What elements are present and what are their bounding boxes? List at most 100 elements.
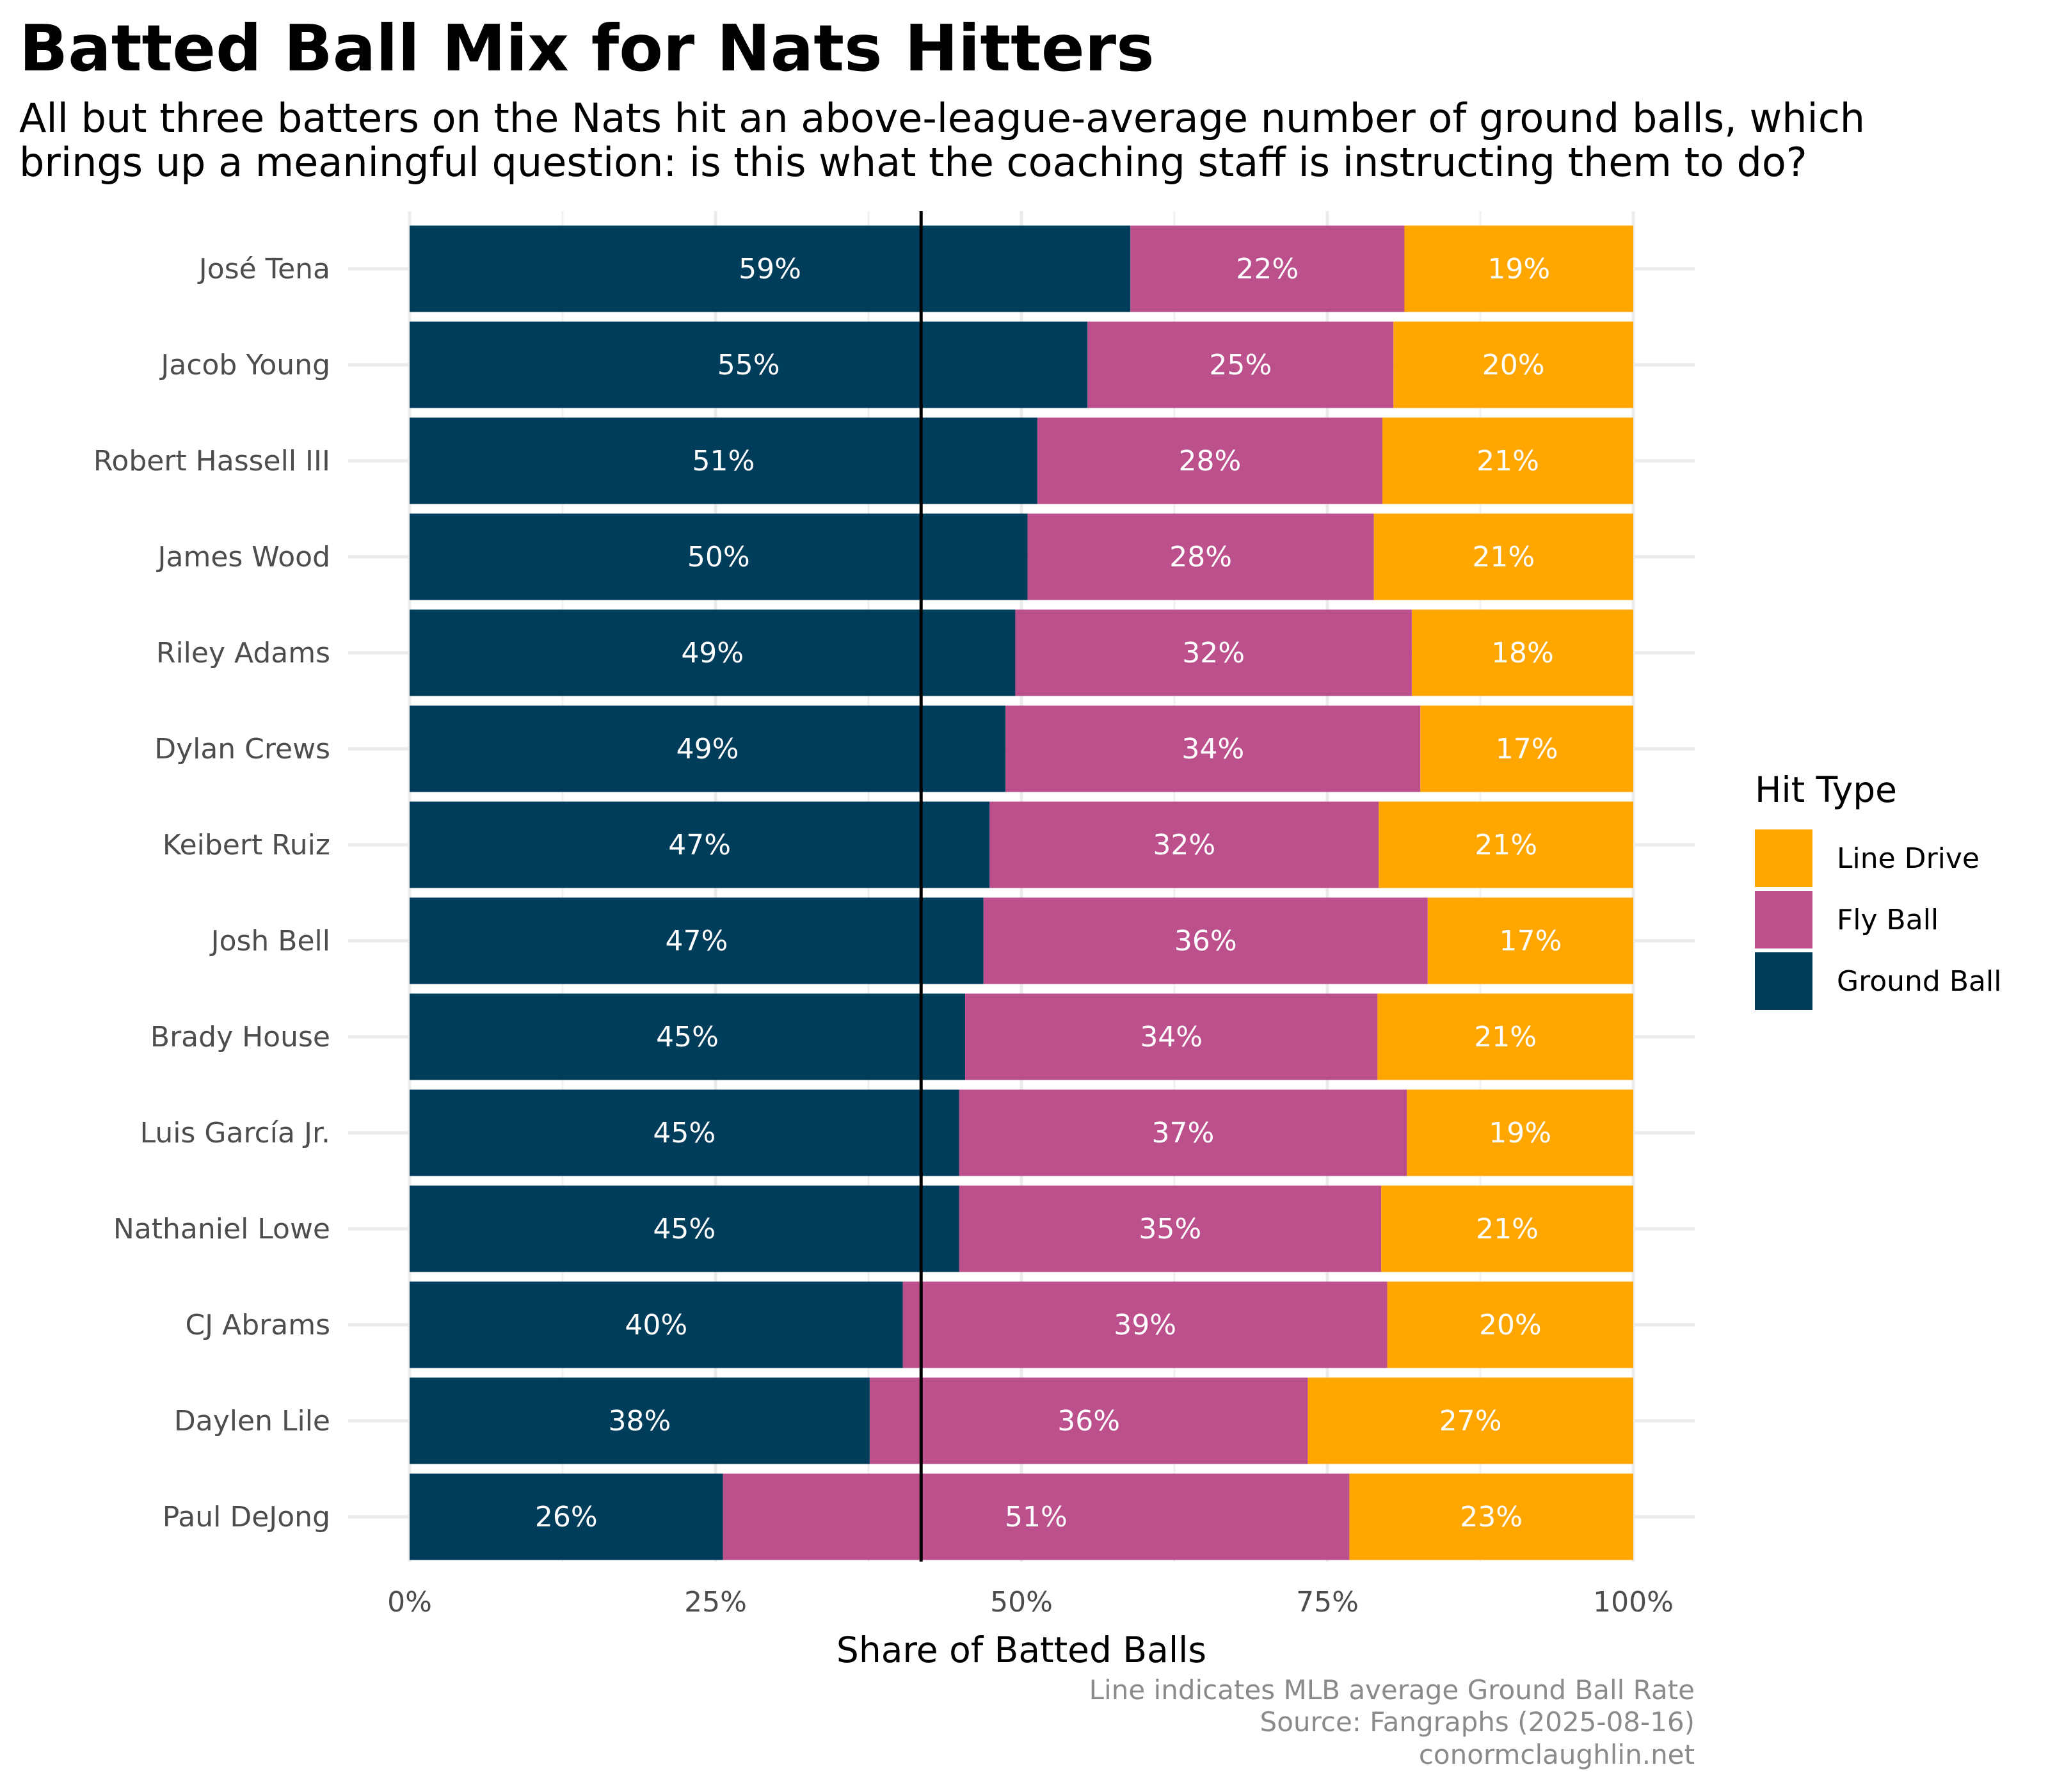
data-label: 23% (1460, 1501, 1523, 1533)
bar-ground-ball (410, 705, 1006, 792)
y-tick-label: Paul DeJong (163, 1501, 330, 1533)
y-tick-label: Jacob Young (159, 349, 330, 381)
data-label: 38% (609, 1405, 671, 1437)
bar-ground-ball (410, 513, 1028, 600)
data-label: 35% (1139, 1213, 1201, 1245)
bar-line-drive (1393, 321, 1633, 408)
y-tick-label: CJ Abrams (185, 1309, 330, 1341)
data-label: 47% (668, 829, 731, 861)
data-label: 32% (1153, 829, 1215, 861)
bar-ground-ball (410, 1089, 959, 1176)
data-label: 28% (1179, 445, 1242, 477)
bar-fly-ball (965, 993, 1378, 1080)
data-label: 19% (1489, 1117, 1551, 1149)
data-label: 36% (1057, 1405, 1120, 1437)
y-tick-label: Brady House (150, 1021, 330, 1053)
x-tick-label: 50% (990, 1586, 1053, 1619)
data-label: 45% (653, 1117, 716, 1149)
subtitle-line: All but three batters on the Nats hit an… (19, 95, 1866, 141)
data-label: 21% (1476, 445, 1539, 477)
data-label: 49% (681, 637, 744, 669)
bar-ground-ball (410, 1185, 959, 1272)
bar-line-drive (1373, 513, 1633, 600)
y-tick-label: José Tena (197, 253, 330, 285)
bar-ground-ball (410, 321, 1088, 408)
bar-fly-ball (1037, 417, 1383, 504)
x-tick-label: 100% (1593, 1586, 1674, 1619)
bar-line-drive (1382, 417, 1633, 504)
bar-fly-ball (1027, 513, 1374, 600)
bar-fly-ball (902, 1281, 1388, 1368)
bar-ground-ball (410, 801, 990, 888)
legend-label: Ground Ball (1837, 965, 2001, 998)
legend-label: Fly Ball (1837, 904, 1939, 936)
caption-line: conormclaughlin.net (1418, 1738, 1695, 1770)
bar-line-drive (1407, 1089, 1633, 1176)
data-label: 32% (1182, 637, 1245, 669)
data-label: 21% (1474, 1021, 1537, 1053)
bar-ground-ball (410, 609, 1016, 696)
bar-fly-ball (723, 1473, 1350, 1560)
y-tick-label: Keibert Ruiz (163, 829, 330, 861)
data-label: 37% (1151, 1117, 1214, 1149)
chart-subtitle: All but three batters on the Nats hit an… (19, 96, 2042, 185)
data-label: 25% (1209, 349, 1272, 381)
caption-line: Source: Fangraphs (2025-08-16) (1260, 1706, 1695, 1738)
bar-fly-ball (959, 1089, 1407, 1176)
data-label: 34% (1140, 1021, 1203, 1053)
bar-ground-ball (410, 897, 984, 984)
bar-line-drive (1404, 225, 1633, 312)
bar-ground-ball (410, 1473, 723, 1560)
y-tick-label: Riley Adams (156, 637, 330, 669)
data-label: 22% (1236, 253, 1299, 285)
data-label: 45% (656, 1021, 719, 1053)
data-label: 21% (1476, 1213, 1539, 1245)
data-label: 50% (687, 541, 750, 573)
data-label: 36% (1174, 925, 1237, 957)
y-tick-label: Daylen Lile (174, 1405, 330, 1437)
data-label: 51% (1005, 1501, 1068, 1533)
y-tick-label: Luis García Jr. (140, 1117, 330, 1149)
bar-line-drive (1379, 801, 1633, 888)
legend-swatch-fly-ball (1755, 891, 1812, 948)
x-tick-label: 0% (387, 1586, 432, 1619)
bar-fly-ball (1130, 225, 1405, 312)
data-label: 19% (1487, 253, 1550, 285)
bar-fly-ball (1005, 705, 1421, 792)
chart-title: Batted Ball Mix for Nats Hitters (19, 11, 1155, 86)
bar-line-drive (1308, 1377, 1633, 1464)
bar-fly-ball (1015, 609, 1412, 696)
bar-ground-ball (410, 417, 1037, 504)
data-label: 49% (676, 733, 739, 765)
data-label: 27% (1439, 1405, 1502, 1437)
bar-fly-ball (989, 801, 1379, 888)
legend-label: Line Drive (1837, 842, 1980, 875)
bar-line-drive (1387, 1281, 1633, 1368)
x-tick-label: 25% (684, 1586, 747, 1619)
data-label: 59% (739, 253, 801, 285)
legend-title: Hit Type (1755, 769, 1897, 810)
bar-ground-ball (410, 1281, 903, 1368)
data-label: 55% (717, 349, 780, 381)
data-label: 20% (1482, 349, 1545, 381)
bar-fly-ball (1087, 321, 1394, 408)
data-label: 40% (625, 1309, 687, 1341)
y-tick-label: Dylan Crews (154, 733, 330, 765)
bar-line-drive (1349, 1473, 1633, 1560)
caption-line: Line indicates MLB average Ground Ball R… (1089, 1674, 1695, 1706)
data-label: 17% (1496, 733, 1558, 765)
bar-ground-ball (410, 225, 1131, 312)
data-label: 39% (1114, 1309, 1176, 1341)
data-label: 26% (535, 1501, 598, 1533)
y-tick-label: Nathaniel Lowe (113, 1213, 330, 1245)
bar-line-drive (1381, 1185, 1633, 1272)
bar-fly-ball (983, 897, 1428, 984)
x-axis-title: Share of Batted Balls (836, 1629, 1206, 1670)
bar-ground-ball (410, 1377, 870, 1464)
y-tick-label: Robert Hassell III (93, 445, 330, 477)
data-label: 21% (1472, 541, 1535, 573)
data-label: 45% (653, 1213, 716, 1245)
bar-line-drive (1420, 705, 1633, 792)
data-label: 28% (1169, 541, 1232, 573)
